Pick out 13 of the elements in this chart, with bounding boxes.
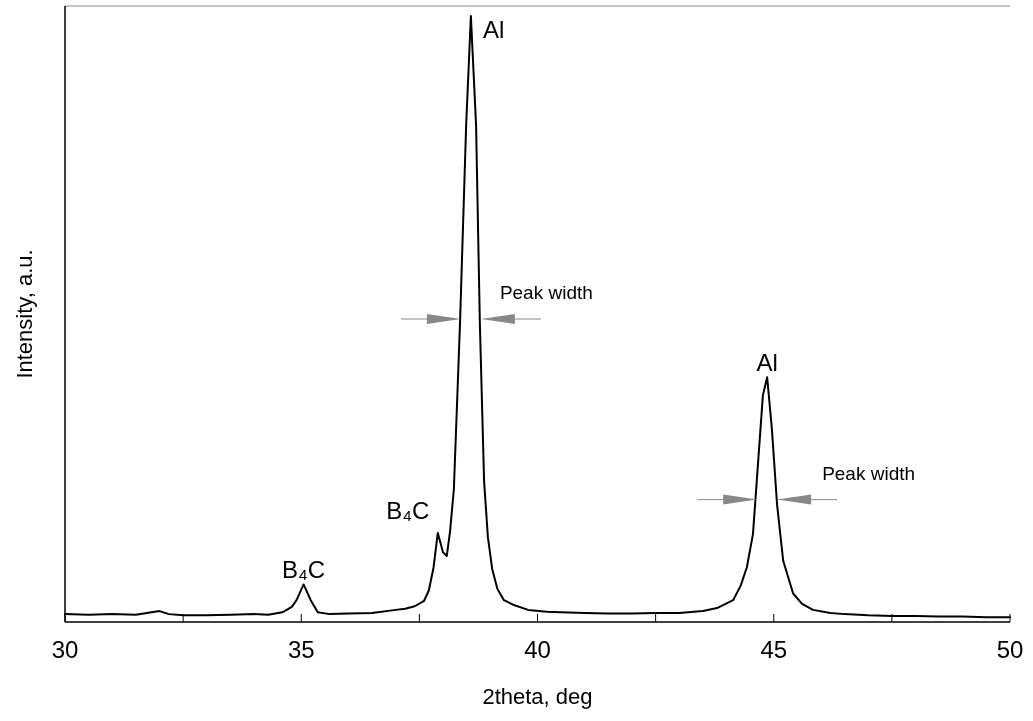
annotation: Al bbox=[482, 16, 505, 43]
x-axis-title: 2theta, deg bbox=[482, 684, 593, 709]
annotation: Peak width bbox=[822, 462, 916, 484]
x-tick-label: 35 bbox=[287, 636, 315, 663]
x-tick-label: 50 bbox=[996, 636, 1024, 663]
x-tick-label: 45 bbox=[760, 636, 788, 663]
x-tick-label: 30 bbox=[51, 636, 79, 663]
annotation: B₄C bbox=[282, 556, 326, 584]
annotation: Peak width bbox=[499, 282, 593, 303]
x-tick-label: 40 bbox=[524, 636, 551, 663]
annotation: B₄C bbox=[386, 496, 430, 524]
y-axis-title: Intensity, a.u. bbox=[12, 249, 37, 379]
annotation: Al bbox=[756, 349, 778, 377]
